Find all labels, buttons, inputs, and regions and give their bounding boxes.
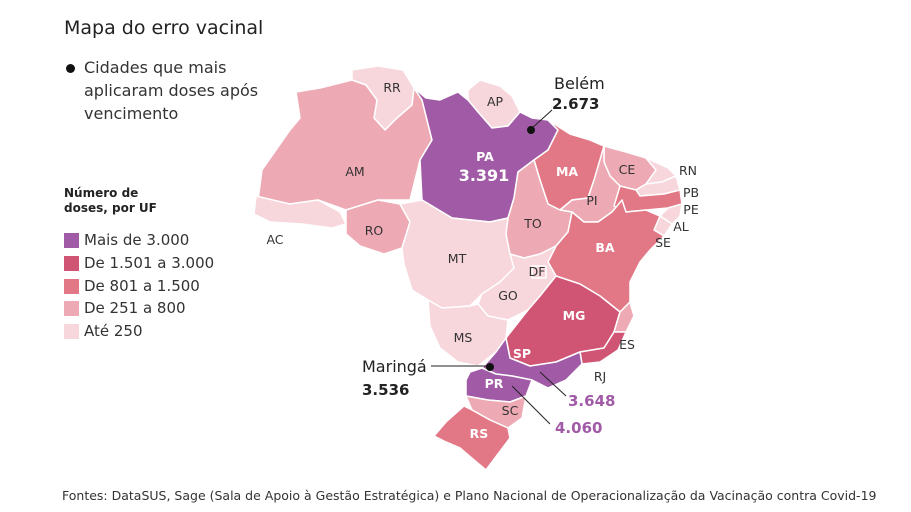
- state-DF[interactable]: [531, 265, 547, 279]
- legend-label: De 251 a 800: [84, 299, 186, 317]
- map-title: Mapa do erro vacinal: [64, 17, 264, 39]
- label-AP: AP: [487, 94, 504, 109]
- city-name-maringa: Maringá: [362, 357, 427, 376]
- label-RR: RR: [383, 80, 401, 95]
- belem-leader-line: [530, 109, 553, 130]
- legend-label: Até 250: [84, 322, 143, 340]
- label-RS: RS: [470, 426, 489, 441]
- label-SP: SP: [513, 346, 531, 361]
- label-MS: MS: [454, 330, 473, 345]
- label-TO: TO: [523, 216, 542, 231]
- brazil-map: RR AP AM AC RO MT CE RN PB PE AL SE PI T…: [253, 65, 699, 471]
- label-MG: MG: [563, 308, 586, 323]
- source-note: Fontes: DataSUS, Sage (Sala de Apoio à G…: [62, 488, 877, 503]
- city-value-belem: 2.673: [552, 95, 599, 113]
- label-AC: AC: [266, 232, 283, 247]
- label-AL: AL: [673, 219, 689, 234]
- state-RJ[interactable]: [579, 331, 627, 365]
- legend-label: De 1.501 a 3.000: [84, 254, 215, 272]
- city-dot-icon: [66, 64, 75, 73]
- cities-legend-label: Cidades que mais aplicaram doses após ve…: [84, 58, 259, 123]
- label-PA: PA: [476, 149, 494, 164]
- legend-swatch: [64, 256, 79, 271]
- label-PB: PB: [683, 185, 699, 200]
- label-PE: PE: [683, 202, 699, 217]
- city-name-belem: Belém: [554, 74, 605, 93]
- callout-line-3648: [539, 371, 567, 397]
- callout-line-4060: [511, 385, 551, 425]
- label-MA: MA: [556, 164, 578, 179]
- label-PI: PI: [586, 193, 597, 208]
- label-DF: DF: [529, 264, 546, 279]
- label-GO: GO: [498, 288, 518, 303]
- label-AM: AM: [345, 164, 364, 179]
- state-RO[interactable]: [345, 199, 411, 255]
- label-RN: RN: [679, 163, 697, 178]
- state-RS[interactable]: [433, 405, 511, 471]
- callout-value-3648: 3.648: [568, 392, 615, 410]
- legend-title: Número de doses, por UF: [64, 186, 157, 215]
- label-ES: ES: [619, 337, 635, 352]
- belem-city-dot: [527, 126, 535, 134]
- callout-value-4060: 4.060: [555, 419, 602, 437]
- label-RO: RO: [365, 223, 384, 238]
- label-CE: CE: [619, 162, 636, 177]
- label-PR: PR: [485, 376, 504, 391]
- city-value-maringa: 3.536: [362, 381, 409, 399]
- label-BA: BA: [595, 240, 615, 255]
- legend-swatch: [64, 324, 79, 339]
- label-SC: SC: [502, 403, 519, 418]
- legend-label: Mais de 3.000: [84, 231, 190, 249]
- legend-label: De 801 a 1.500: [84, 277, 200, 295]
- value-PA: 3.391: [459, 166, 510, 185]
- label-MT: MT: [448, 251, 467, 266]
- maringa-city-dot: [486, 363, 494, 371]
- label-SE: SE: [655, 235, 671, 250]
- state-AC[interactable]: [253, 195, 347, 229]
- legend-swatch: [64, 279, 79, 294]
- legend-swatch: [64, 233, 79, 248]
- label-RJ: RJ: [594, 369, 606, 384]
- legend-swatch: [64, 301, 79, 316]
- state-ES[interactable]: [613, 301, 635, 333]
